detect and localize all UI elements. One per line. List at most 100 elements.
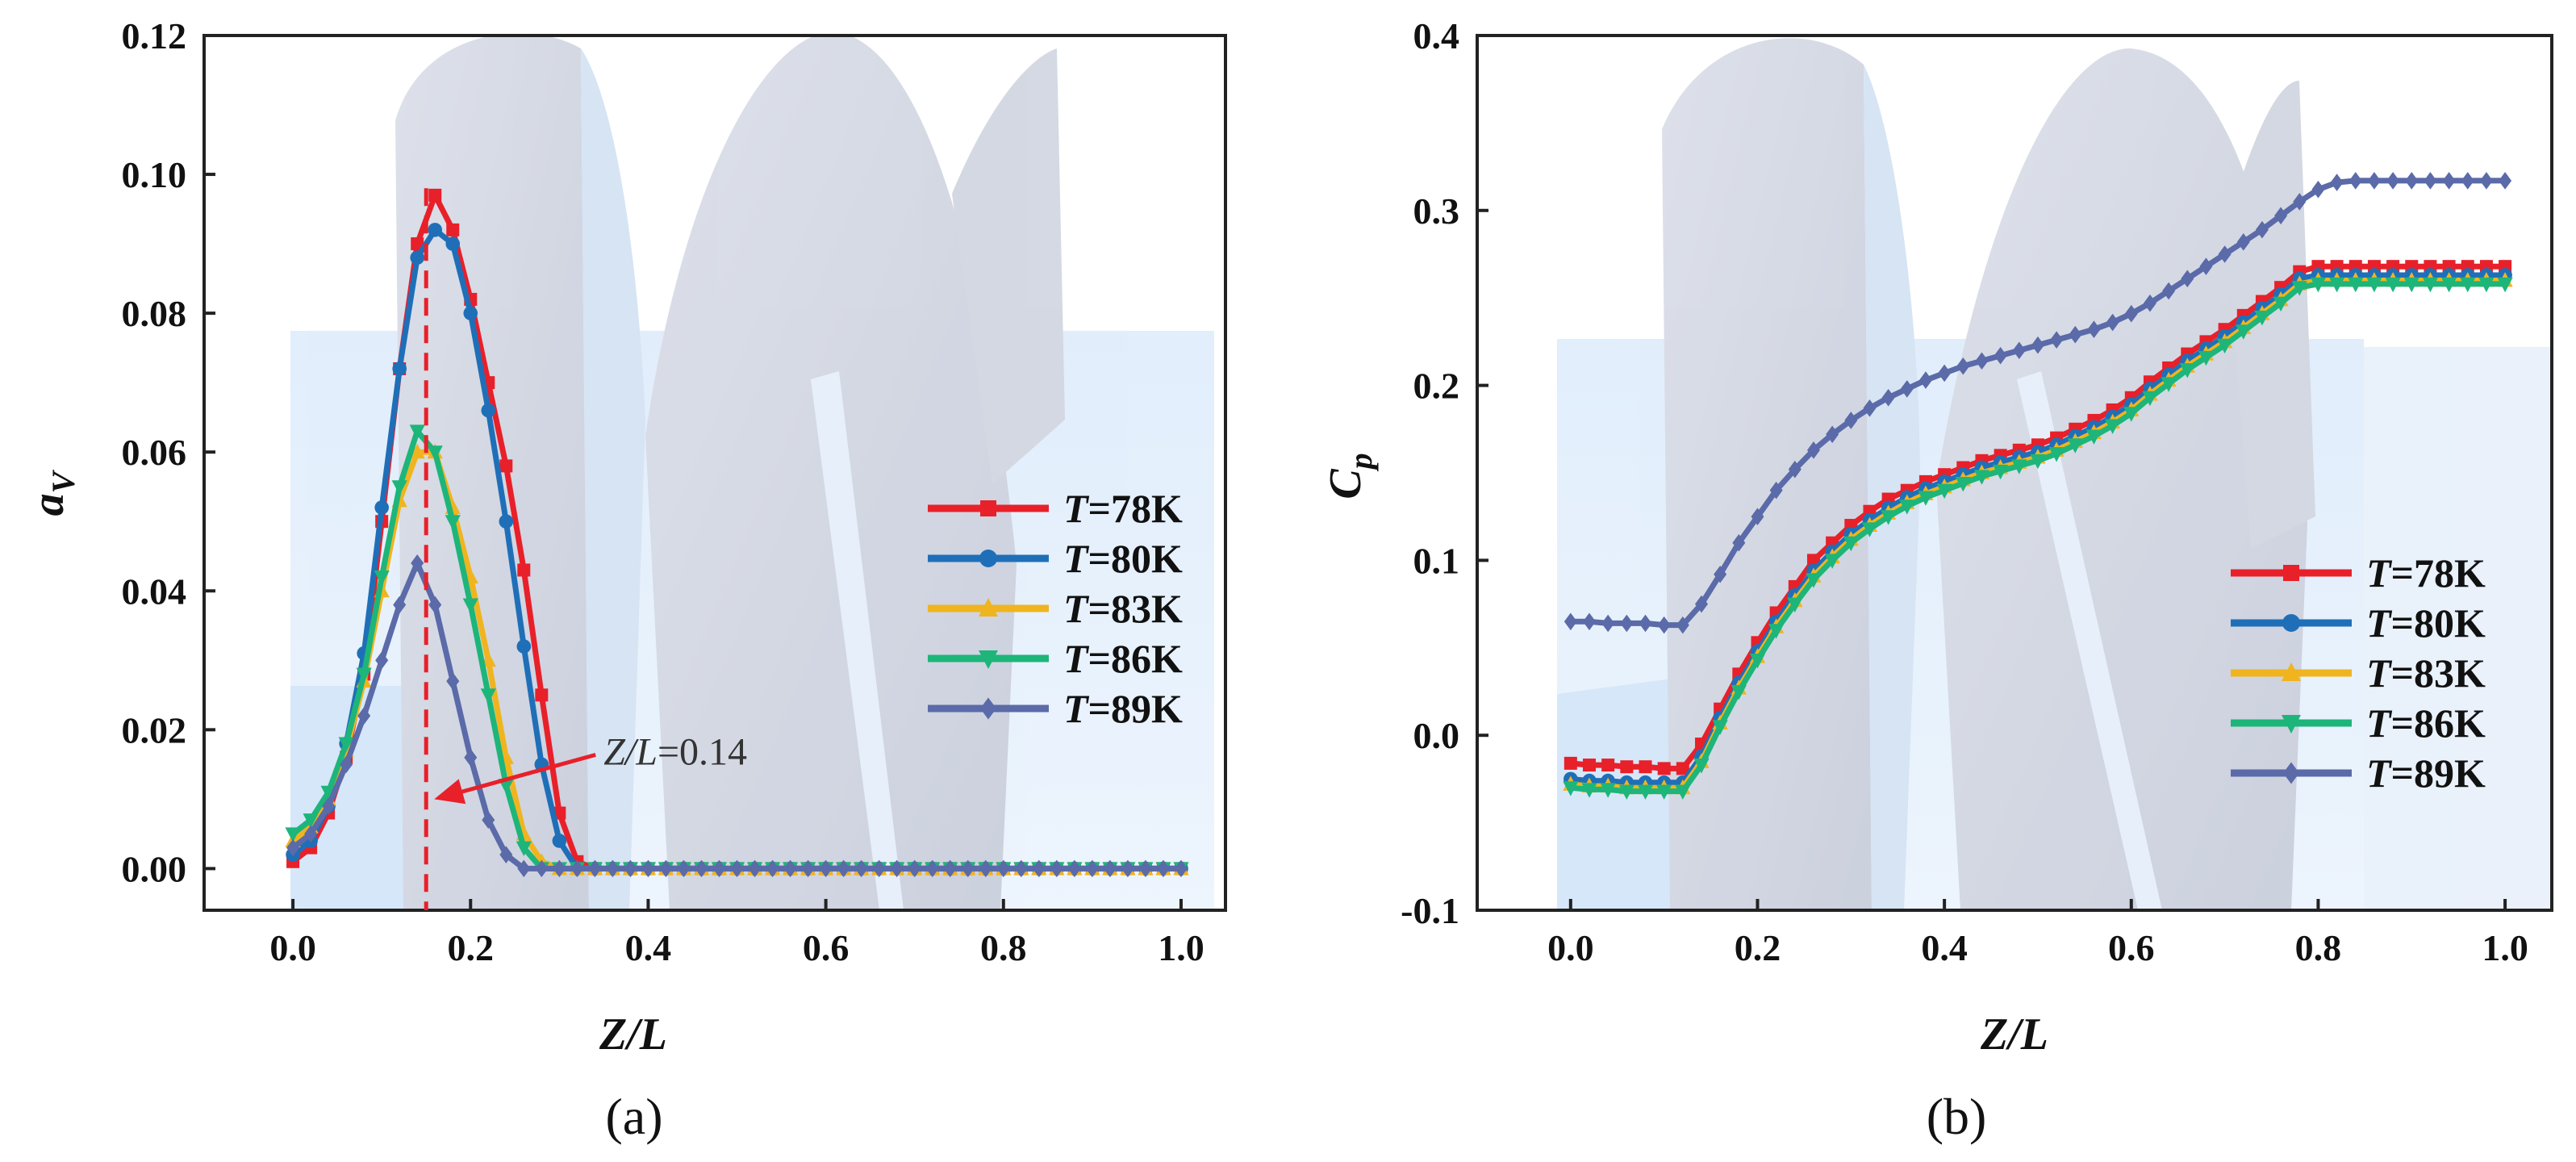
data-point: [766, 859, 779, 878]
legend-item: T=78K: [928, 486, 1183, 531]
data-point: [624, 859, 637, 878]
data-point: [2310, 277, 2327, 293]
data-point: [340, 755, 353, 774]
data-point: [979, 859, 992, 878]
legend-label: T=89K: [1063, 686, 1183, 731]
annotation-arrow: [457, 752, 596, 795]
data-point: [446, 223, 460, 236]
data-point: [1656, 784, 1672, 800]
data-point: [2422, 277, 2439, 293]
data-point: [1582, 612, 1596, 631]
data-point: [819, 859, 833, 878]
data-point: [320, 785, 336, 801]
data-point: [410, 250, 425, 265]
data-point: [2161, 377, 2177, 392]
data-point: [535, 859, 549, 878]
data-point: [286, 838, 300, 857]
data-point: [2162, 282, 2176, 300]
data-point: [2497, 277, 2513, 293]
data-point: [2348, 277, 2364, 293]
legend-item: T=89K: [2231, 750, 2486, 796]
legend-marker: [2282, 663, 2301, 681]
y-tick-label: 0.2: [1413, 366, 1460, 407]
legend-marker: [979, 650, 998, 669]
data-point: [837, 859, 850, 878]
data-point: [357, 707, 371, 725]
data-point: [2030, 454, 2046, 470]
data-point: [730, 859, 744, 878]
data-point: [2181, 270, 2194, 288]
data-point: [552, 834, 567, 848]
data-point: [2479, 172, 2493, 190]
data-point: [338, 737, 354, 752]
x-tick-label: 0.2: [1735, 927, 1781, 968]
data-point: [391, 480, 407, 495]
series-t-89k: [1564, 172, 2512, 634]
data-point: [1676, 762, 1689, 775]
data-point: [1712, 720, 1728, 735]
x-tick-label: 0.4: [625, 927, 672, 968]
data-point: [1085, 859, 1099, 878]
data-point: [2142, 391, 2158, 407]
y-tick-label: 0.10: [122, 154, 187, 195]
data-point: [2291, 281, 2307, 296]
data-point: [2179, 363, 2195, 378]
data-point: [517, 859, 531, 878]
panel-a-plot-frame: [202, 34, 1227, 912]
data-point: [2050, 331, 2064, 349]
data-point: [1050, 859, 1063, 878]
data-point: [480, 688, 496, 704]
panel-a-caption: (a): [605, 1088, 662, 1145]
x-tick-label: 1.0: [1158, 927, 1204, 968]
data-point: [1975, 352, 1989, 370]
data-point: [2011, 459, 2027, 474]
y-tick-label: 0.02: [122, 709, 187, 750]
legend-marker: [2282, 614, 2300, 632]
annotation-arrow-head: [434, 779, 466, 805]
y-tick-label: 0.04: [122, 571, 187, 612]
data-point: [392, 362, 407, 376]
data-point: [463, 306, 478, 320]
data-point: [535, 688, 549, 702]
panel-a-axes: 0.0 0.2 0.4 0.6 0.8 1.0 0.00 0.02 0.04 0.06 0.08 0.…: [122, 15, 1204, 968]
data-point: [1918, 371, 1932, 389]
data-point: [516, 841, 532, 856]
data-point: [1582, 759, 1596, 772]
data-point: [2067, 438, 2083, 454]
data-point: [783, 859, 797, 878]
data-point: [517, 563, 531, 577]
legend-item: T=86K: [928, 636, 1183, 681]
data-point: [570, 859, 584, 878]
panel-b-ylabel: Cp: [1321, 453, 1379, 499]
data-point: [553, 859, 566, 878]
data-point: [375, 651, 389, 670]
data-point: [1956, 357, 1970, 375]
data-point: [2124, 304, 2138, 323]
data-point: [1639, 760, 1652, 774]
data-point: [2461, 172, 2474, 190]
data-point: [1731, 685, 1747, 700]
data-point: [482, 811, 495, 829]
legend-item: T=89K: [928, 686, 1183, 731]
data-point: [356, 667, 372, 683]
legend-label: T=86K: [1063, 636, 1183, 681]
data-point: [427, 445, 443, 461]
data-point: [1601, 614, 1615, 633]
data-point: [1600, 783, 1616, 798]
data-point: [677, 859, 691, 878]
legend-label: T=83K: [1063, 586, 1183, 631]
data-point: [2366, 277, 2382, 293]
data-point: [1732, 533, 1746, 552]
data-point: [1694, 595, 1708, 613]
data-point: [1601, 759, 1615, 772]
data-point: [1899, 499, 1915, 515]
panel-b-plot-frame: [1476, 34, 2553, 912]
series-t-89k: [286, 554, 1188, 878]
data-point: [1769, 481, 1783, 499]
data-point: [1918, 491, 1934, 506]
data-point: [1620, 760, 1634, 774]
panel-b-caption: (b): [1927, 1088, 1987, 1145]
data-point: [1881, 510, 1897, 525]
